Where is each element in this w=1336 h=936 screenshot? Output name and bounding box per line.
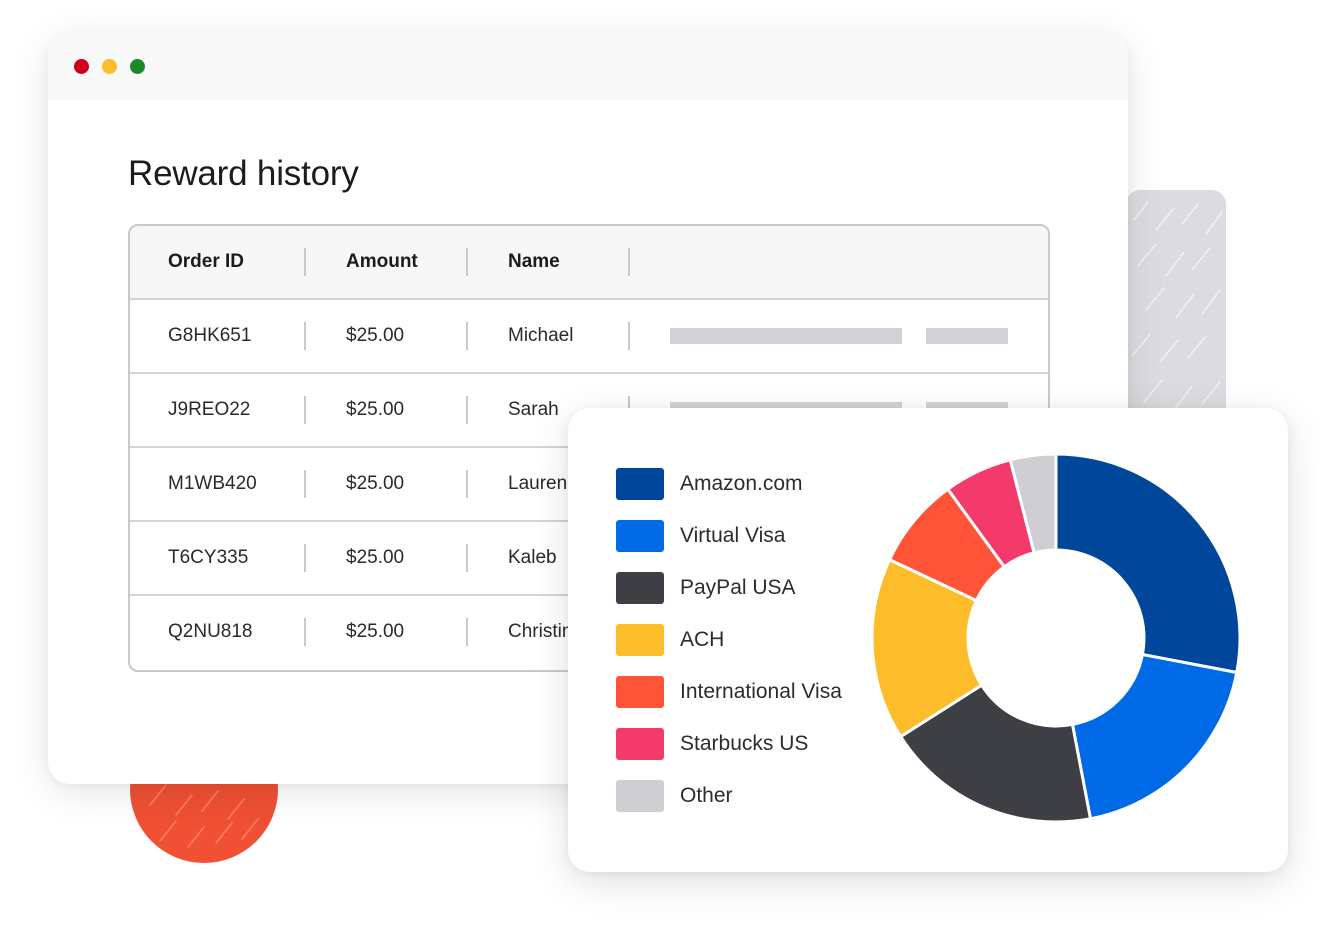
reward-breakdown-chart-card: Amazon.com Virtual Visa PayPal USA ACH Inter…: [568, 408, 1288, 872]
legend-swatch: [616, 728, 664, 760]
legend-label: International Visa: [680, 680, 842, 703]
column-divider: [466, 322, 468, 350]
legend-swatch: [616, 624, 664, 656]
legend-label: Starbucks US: [680, 732, 809, 755]
close-window-dot[interactable]: [74, 59, 89, 74]
table-row[interactable]: G8HK651 $25.00 Michael: [130, 300, 1048, 374]
decorative-textured-rectangle: [1126, 190, 1226, 430]
name-cell: Kaleb: [508, 547, 557, 568]
column-divider: [628, 322, 630, 350]
column-divider: [304, 544, 306, 572]
donut-slice-paypal-usa[interactable]: [899, 683, 1092, 824]
order-id-cell: M1WB420: [168, 473, 257, 494]
legend-label: Amazon.com: [680, 472, 803, 495]
donut-slice-virtual-visa[interactable]: [1070, 652, 1239, 821]
column-divider: [304, 322, 306, 350]
column-divider: [466, 248, 468, 276]
table-header-row: Order ID Amount Name: [130, 226, 1048, 300]
column-header-name[interactable]: Name: [508, 251, 560, 272]
column-divider: [304, 618, 306, 646]
order-id-cell: J9REO22: [168, 399, 251, 420]
texture-strokes-orange: [149, 784, 259, 848]
legend-swatch: [616, 520, 664, 552]
column-divider: [466, 544, 468, 572]
donut-slice-other[interactable]: [1008, 452, 1058, 555]
maximize-window-dot[interactable]: [130, 59, 145, 74]
column-divider: [466, 396, 468, 424]
legend-label: Virtual Visa: [680, 524, 786, 547]
placeholder-bar-long: [670, 328, 902, 344]
legend-label: ACH: [680, 628, 725, 651]
column-divider: [304, 248, 306, 276]
name-cell: Michael: [508, 325, 574, 346]
legend-swatch: [616, 572, 664, 604]
donut-slice-ach[interactable]: [870, 558, 984, 739]
column-header-order-id[interactable]: Order ID: [168, 251, 245, 272]
column-divider: [466, 618, 468, 646]
amount-cell: $25.00: [346, 325, 405, 346]
placeholder-bar-short: [926, 328, 1008, 344]
amount-cell: $25.00: [346, 621, 405, 642]
column-divider: [628, 248, 630, 276]
name-cell: Lauren: [508, 473, 568, 494]
column-divider: [304, 470, 306, 498]
texture-strokes-gray: [1131, 201, 1223, 411]
legend-swatch: [616, 676, 664, 708]
amount-cell: $25.00: [346, 473, 405, 494]
amount-cell: $25.00: [346, 399, 405, 420]
window-titlebar: [48, 32, 1128, 100]
legend-swatch: [616, 780, 664, 812]
legend-label: Other: [680, 784, 733, 807]
page-title: Reward history: [128, 154, 359, 193]
legend-swatch: [616, 468, 664, 500]
legend-label: PayPal USA: [680, 576, 796, 599]
name-cell: Sarah: [508, 399, 559, 420]
name-cell: Christina: [508, 621, 583, 642]
amount-cell: $25.00: [346, 547, 405, 568]
minimize-window-dot[interactable]: [102, 59, 117, 74]
column-divider: [466, 470, 468, 498]
column-header-amount[interactable]: Amount: [346, 251, 418, 272]
donut-slice-amazon-com[interactable]: [1054, 452, 1242, 674]
column-divider: [304, 396, 306, 424]
order-id-cell: G8HK651: [168, 325, 252, 346]
donut-chart: [870, 452, 1242, 824]
order-id-cell: Q2NU818: [168, 621, 253, 642]
order-id-cell: T6CY335: [168, 547, 249, 568]
